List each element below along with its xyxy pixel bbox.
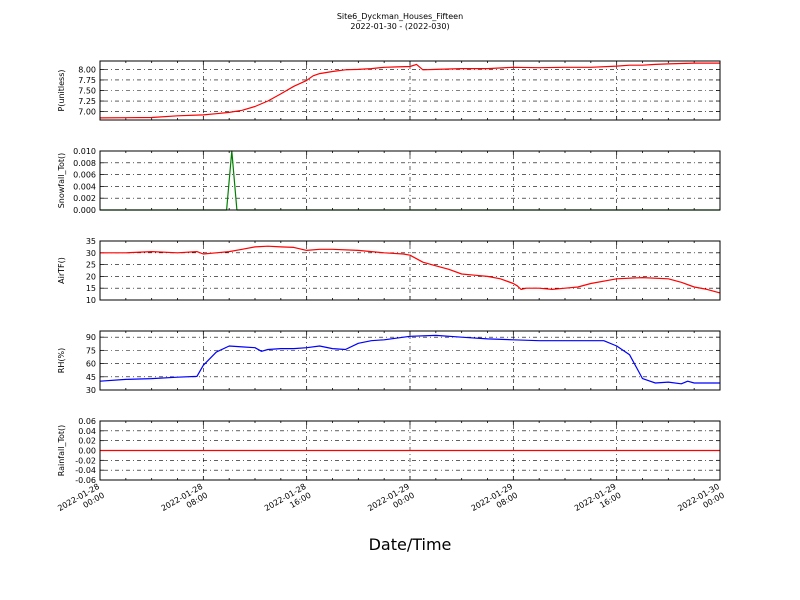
y-tick-label: 0.010 bbox=[73, 147, 96, 156]
y-tick-label: 7.50 bbox=[78, 87, 96, 96]
y-tick-label: 15 bbox=[86, 284, 96, 293]
chart-title: Site6_Dyckman_Houses_Fifteen bbox=[337, 12, 463, 21]
y-tick-label: 20 bbox=[86, 272, 96, 281]
series-line bbox=[100, 245, 721, 294]
y-tick-label: 0.00 bbox=[78, 447, 96, 456]
y-tick-label: 7.25 bbox=[78, 97, 96, 106]
y-tick-label: 60 bbox=[86, 360, 96, 369]
series-line bbox=[99, 334, 720, 385]
x-tick-label: 2022-01-2900:00 bbox=[366, 482, 416, 522]
y-tick-label: 0.06 bbox=[78, 417, 96, 426]
y-axis-label: Snowfall_Tot() bbox=[57, 153, 66, 209]
y-tick-label: -0.02 bbox=[75, 456, 96, 465]
x-tick-label: 2022-01-2808:00 bbox=[160, 482, 210, 522]
y-tick-label: 7.00 bbox=[78, 108, 96, 117]
axes-frame bbox=[99, 240, 721, 301]
y-tick-label: 35 bbox=[86, 237, 96, 246]
y-tick-label: -0.04 bbox=[75, 466, 96, 475]
y-tick-label: 0.04 bbox=[78, 427, 96, 436]
y-tick-label: 30 bbox=[86, 249, 96, 258]
y-tick-label: 0.002 bbox=[73, 194, 96, 203]
y-axis-label: P(unitless) bbox=[57, 69, 66, 111]
series-line bbox=[99, 62, 720, 119]
y-tick-label: 45 bbox=[86, 373, 96, 382]
panel-2: 0.000 0.002 0.004 0.006 0.008 0.010 Snowfall_T… bbox=[57, 147, 721, 215]
y-tick-label: 30 bbox=[86, 386, 96, 395]
y-axis-label: RH(%) bbox=[57, 348, 66, 373]
y-tick-label: -0.06 bbox=[75, 476, 96, 485]
y-tick-label: 75 bbox=[86, 346, 96, 355]
x-tick-labels: 2022-01-2800:00 2022-01-2808:00 2022-01-28… bbox=[56, 482, 726, 522]
axes-frame bbox=[99, 420, 721, 481]
y-tick-label: 0.006 bbox=[73, 171, 96, 180]
panel-4: 30 45 60 75 90 RH(%) bbox=[57, 330, 721, 395]
y-tick-label: 0.000 bbox=[73, 206, 96, 215]
x-tick-label: 2022-01-2908:00 bbox=[470, 482, 520, 522]
y-tick-label: 25 bbox=[86, 261, 96, 270]
y-axis-label: AirTF() bbox=[57, 257, 66, 284]
axes-frame bbox=[99, 60, 721, 121]
y-tick-label: 8.00 bbox=[78, 65, 96, 74]
panel-3: 10 15 20 25 30 35 AirTF() bbox=[57, 237, 721, 305]
x-axis-label: Date/Time bbox=[369, 535, 452, 554]
x-tick-label: 2022-01-2816:00 bbox=[263, 482, 313, 522]
y-tick-label: 7.75 bbox=[78, 76, 96, 85]
axes-frame bbox=[99, 330, 721, 391]
chart-subtitle: 2022-01-30 - (2022-030) bbox=[350, 22, 449, 31]
panels-group: 7.007.257.507.758.00P(unitless)0.0000.00… bbox=[57, 60, 721, 485]
x-tick-label: 2022-01-2916:00 bbox=[573, 482, 623, 522]
y-axis-label: Rainfall_Tot() bbox=[57, 425, 66, 477]
y-tick-label: 0.008 bbox=[73, 159, 96, 168]
y-tick-label: 0.004 bbox=[73, 182, 96, 191]
axes-frame bbox=[99, 150, 721, 211]
y-tick-label: 10 bbox=[86, 296, 96, 305]
panel-1: 7.00 7.257.50 7.75 8.00 P(unitless) bbox=[57, 60, 721, 121]
x-tick-label: 2022-01-2800:00 bbox=[56, 482, 106, 522]
panel-5: -0.06-0.04-0.020.000.020.040.06 Rainfall_… bbox=[57, 417, 721, 485]
y-tick-label: 0.02 bbox=[78, 437, 96, 446]
x-tick-label: 2022-01-3000:00 bbox=[676, 482, 726, 522]
y-tick-label: 90 bbox=[86, 333, 96, 342]
